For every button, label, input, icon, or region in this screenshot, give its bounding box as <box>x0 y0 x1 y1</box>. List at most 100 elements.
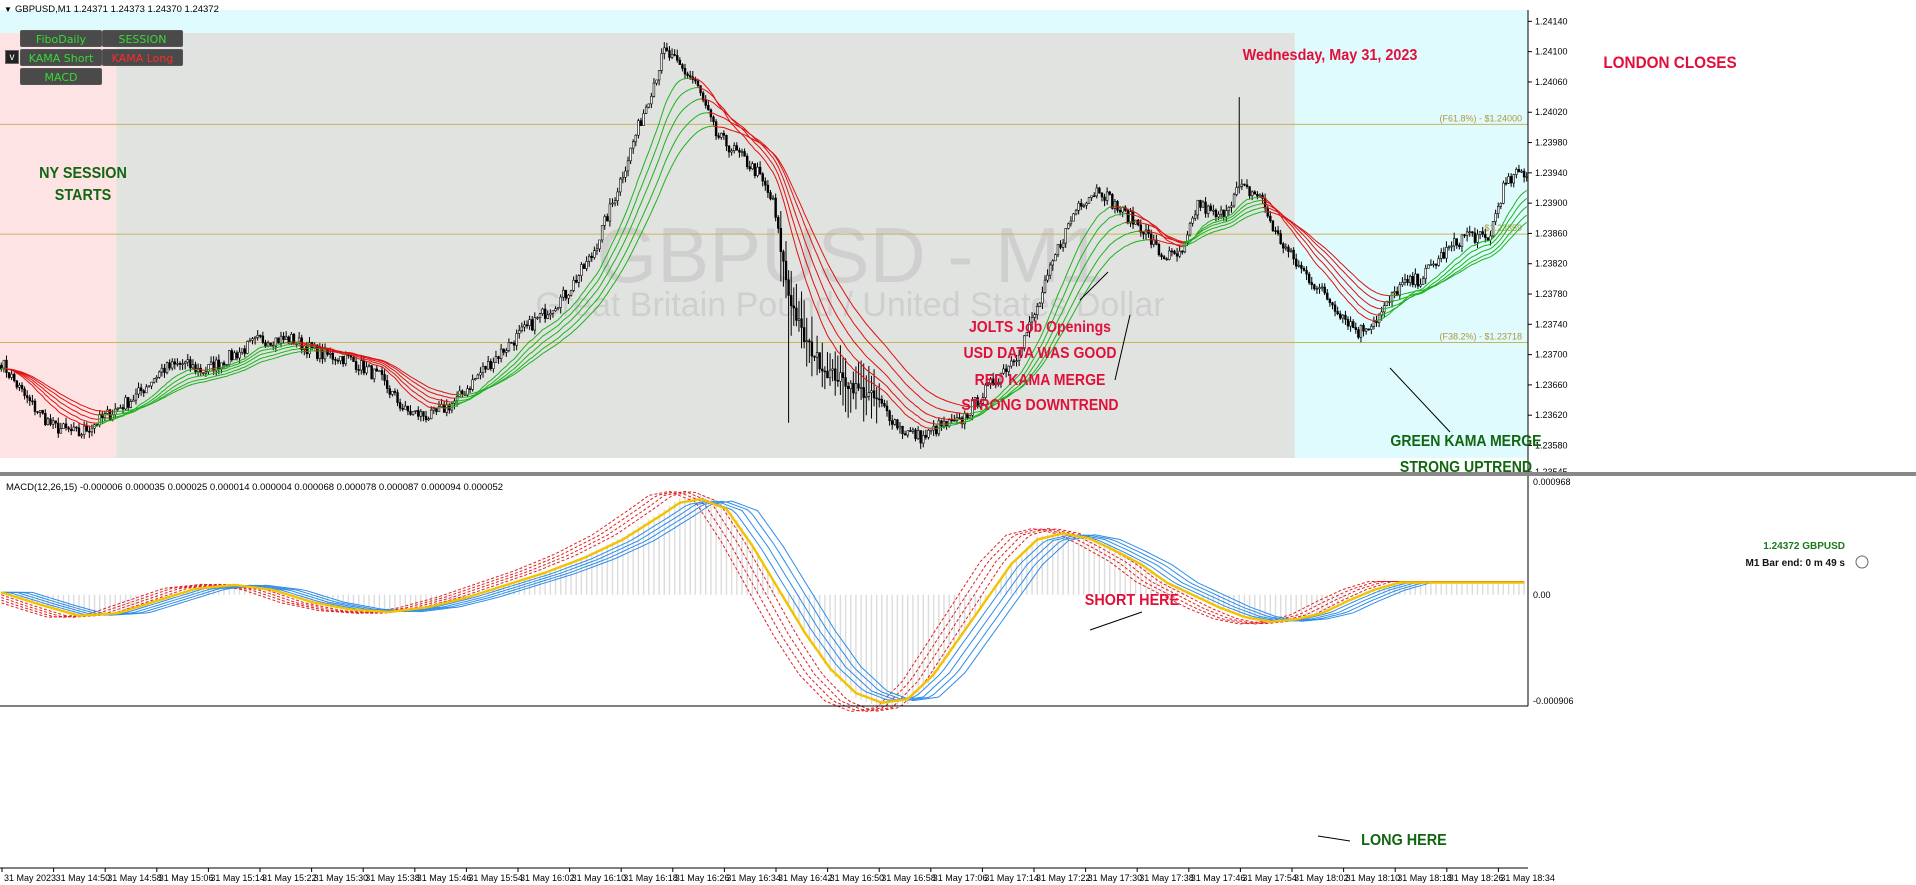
candle-body <box>1380 311 1383 316</box>
candle-body <box>694 79 697 82</box>
toggle-buttons-icon[interactable]: v <box>5 50 19 64</box>
candle-body <box>1092 195 1096 198</box>
candle-body <box>1072 213 1075 222</box>
candle-body <box>1452 238 1456 247</box>
macd-button[interactable]: MACD <box>20 68 102 85</box>
candle-body <box>471 379 474 390</box>
candle-body <box>919 430 922 444</box>
session-button[interactable]: SESSION <box>102 30 183 47</box>
short-here-pointer <box>1089 611 1143 631</box>
candle-body <box>1056 244 1060 256</box>
kama-long-button[interactable]: KAMA Long <box>102 49 183 66</box>
candle-body <box>292 333 296 345</box>
candle-body <box>823 370 827 373</box>
candle-body <box>1219 209 1223 215</box>
candle-body <box>101 413 104 418</box>
candle-body <box>634 134 638 143</box>
kama-long-line <box>713 125 973 408</box>
candle-body <box>121 407 125 410</box>
candle-body <box>663 47 666 54</box>
kama-short-line <box>977 239 1152 407</box>
candle-body <box>668 50 671 58</box>
candle-body <box>1377 314 1381 324</box>
candle-body <box>1170 250 1174 253</box>
candle-body <box>909 430 912 432</box>
candle-body <box>567 294 570 299</box>
candle-body <box>911 429 915 432</box>
candle-body <box>720 132 723 138</box>
candle-body <box>1129 211 1132 224</box>
candle-body <box>1149 233 1153 245</box>
candle-body <box>1020 348 1023 356</box>
candle-body <box>994 382 997 386</box>
candle-body <box>20 384 24 390</box>
candle-body <box>1328 299 1332 304</box>
candle-body <box>1455 238 1458 246</box>
candle-body <box>968 414 972 419</box>
jolts-annotation: JOLTS Job Openings <box>969 318 1111 336</box>
candle-body <box>357 369 360 371</box>
candle-body <box>1007 365 1010 372</box>
time-tick-label: 31 May 15:06 <box>159 873 214 883</box>
candle-body <box>1015 360 1018 362</box>
candle-body <box>1450 245 1453 248</box>
candle-body <box>865 395 868 398</box>
candle-body <box>49 418 52 425</box>
candle-body <box>1033 314 1036 318</box>
candle-body <box>18 384 21 388</box>
candle-body <box>518 330 521 334</box>
candle-body <box>681 64 684 69</box>
candle-body <box>947 419 951 427</box>
candle-body <box>417 410 420 417</box>
candle-body <box>1375 321 1378 324</box>
candle-body <box>134 393 138 401</box>
kama-short-button[interactable]: KAMA Short <box>20 49 102 66</box>
candle-body <box>5 359 8 373</box>
candle-body <box>787 279 790 296</box>
candle-body <box>370 365 373 380</box>
candle-body <box>629 147 632 162</box>
candle-body <box>1232 194 1236 207</box>
candle-body <box>940 420 943 427</box>
candle-body <box>688 75 692 78</box>
macd-tick-label: 0.000968 <box>1533 477 1571 487</box>
fibodaily-button[interactable]: FiboDaily <box>20 30 102 47</box>
kama-short-line <box>1381 206 1528 310</box>
time-tick-label: 31 May 15:30 <box>314 873 369 883</box>
candle-body <box>1012 360 1016 363</box>
candle-body <box>499 348 503 359</box>
candle-body <box>997 381 1000 384</box>
price-tick-label: 1.23700 <box>1535 350 1568 360</box>
candle-body <box>546 314 549 319</box>
candle-body <box>367 365 371 368</box>
candle-body <box>1442 252 1446 259</box>
candle-body <box>733 145 736 152</box>
candle-body <box>647 103 650 108</box>
fib-label: (F38.2%) - $1.23718 <box>1439 331 1522 341</box>
candle-body <box>1463 234 1466 237</box>
candle-body <box>90 427 94 433</box>
kama-short-line <box>1184 203 1266 243</box>
price-tick-label: 1.23660 <box>1535 380 1568 390</box>
candle-body <box>1240 183 1244 187</box>
candle-body <box>238 351 241 359</box>
candle-body <box>1494 213 1497 222</box>
candle-body <box>1458 244 1461 247</box>
time-tick-label: 31 May 16:34 <box>726 873 781 883</box>
candle-body <box>349 355 353 358</box>
candle-body <box>336 359 340 362</box>
candle-body <box>360 360 363 371</box>
candle-body <box>152 378 156 383</box>
price-tick-label: 1.23820 <box>1535 259 1568 269</box>
candle-body <box>1507 176 1510 184</box>
candle-body <box>165 362 169 373</box>
candle-body <box>753 163 757 177</box>
candle-body <box>520 326 524 331</box>
candle-body <box>284 336 288 340</box>
candle-body <box>1144 229 1148 235</box>
candle-body <box>1157 244 1161 256</box>
candle-body <box>784 260 788 281</box>
time-tick-label: 31 May 15:14 <box>210 873 265 883</box>
candle-body <box>888 410 891 421</box>
